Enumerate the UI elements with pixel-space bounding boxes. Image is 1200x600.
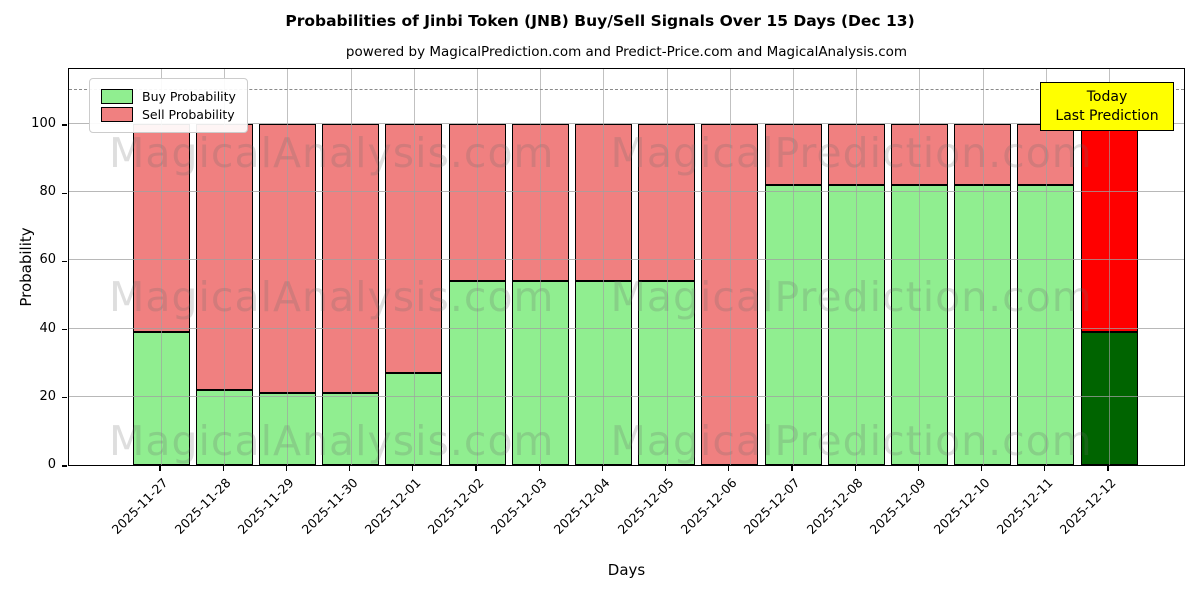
y-tick-mark (62, 465, 67, 467)
x-tick-mark (791, 466, 793, 471)
x-tick-mark (1107, 466, 1109, 471)
grid-line-horizontal (69, 327, 1184, 329)
annotation-line-2: Last Prediction (1055, 107, 1159, 124)
y-tick-label: 0 (47, 457, 56, 472)
legend-label-buy: Buy Probability (142, 89, 236, 104)
annotation-line-1: Today (1086, 88, 1128, 105)
grid-line-horizontal (69, 122, 1184, 124)
legend: Buy Probability Sell Probability (89, 78, 248, 133)
x-tick-mark (728, 466, 730, 471)
sell-swatch-icon (101, 107, 133, 122)
x-tick-mark (222, 466, 224, 471)
y-tick-mark (62, 328, 67, 331)
x-tick-mark (854, 466, 856, 471)
grid-line-vertical (477, 69, 478, 465)
chart-subtitle: powered by MagicalPrediction.com and Pre… (345, 44, 908, 60)
x-tick-mark (538, 466, 540, 471)
x-tick-mark (601, 466, 604, 471)
y-tick-label: 60 (39, 252, 56, 268)
y-tick-label: 40 (39, 320, 56, 336)
buy-swatch-icon (101, 89, 133, 104)
x-tick-mark (475, 466, 477, 471)
y-tick-mark (62, 397, 67, 399)
y-tick-label: 100 (31, 115, 56, 131)
x-tick-mark (1044, 466, 1046, 471)
x-tick-mark (285, 466, 288, 471)
legend-item-buy: Buy Probability (101, 89, 236, 104)
y-tick-label: 80 (39, 184, 56, 200)
x-tick-mark (665, 466, 667, 471)
grid-line-vertical (224, 69, 226, 465)
grid-line-vertical (350, 69, 352, 465)
x-tick-mark (159, 466, 161, 471)
y-tick-label: 20 (39, 388, 56, 404)
x-tick-mark (917, 466, 920, 471)
grid-line-vertical (287, 69, 289, 465)
grid-line-vertical (666, 69, 668, 465)
grid-line-vertical (919, 69, 921, 465)
dashed-threshold-line (69, 88, 1184, 90)
y-tick-mark (62, 260, 67, 263)
grid-line-vertical (856, 69, 858, 465)
legend-label-sell: Sell Probability (142, 107, 235, 122)
x-tick-mark (981, 466, 983, 471)
chart-title: Probabilities of Jinbi Token (JNB) Buy/S… (285, 12, 915, 30)
legend-item-sell: Sell Probability (101, 107, 236, 122)
grid-line-vertical (1045, 69, 1047, 465)
plot-area: MagicalAnalysis.com MagicalPrediction.com… (68, 68, 1185, 466)
grid-line-vertical (413, 69, 415, 465)
grid-line-vertical (729, 69, 731, 465)
grid-line-vertical (1109, 69, 1110, 465)
x-tick-mark (349, 466, 351, 471)
y-tick-mark (62, 192, 67, 194)
grid-line-vertical (161, 69, 162, 465)
grid-line-horizontal (69, 259, 1184, 261)
x-axis-label: Days (607, 561, 646, 579)
today-annotation: Today Last Prediction (1040, 82, 1174, 131)
grid-line-vertical (793, 69, 794, 465)
x-tick-mark (412, 466, 414, 471)
grid-line-vertical (540, 69, 542, 465)
grid-line-horizontal (69, 191, 1184, 193)
y-tick-mark (62, 124, 67, 126)
grid-line-vertical (603, 69, 605, 465)
grid-line-vertical (982, 69, 984, 465)
grid-line-horizontal (69, 395, 1184, 397)
